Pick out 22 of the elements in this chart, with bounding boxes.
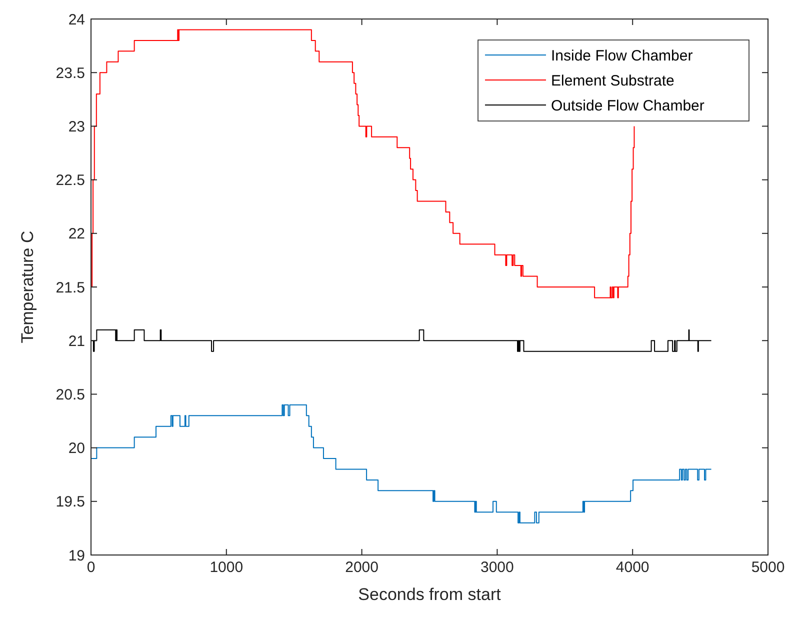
legend-label: Inside Flow Chamber bbox=[551, 47, 693, 64]
y-tick-label: 21.5 bbox=[56, 279, 85, 296]
y-axis-title: Temperature C bbox=[18, 230, 37, 344]
y-tick-label: 20 bbox=[68, 440, 85, 458]
y-tick-label: 24 bbox=[68, 11, 85, 28]
y-tick-label: 22 bbox=[68, 226, 85, 243]
y-tick-label: 22.5 bbox=[56, 172, 85, 190]
legend-label: Element Substrate bbox=[551, 72, 674, 90]
y-tick-label: 23.5 bbox=[56, 64, 85, 82]
x-tick-label: 0 bbox=[86, 559, 96, 576]
y-tick-label: 21 bbox=[68, 332, 85, 350]
x-tick-label: 4000 bbox=[616, 559, 650, 576]
y-tick-label: 20.5 bbox=[56, 386, 85, 404]
x-tick-label: 5000 bbox=[751, 559, 785, 576]
y-tick-label: 19.5 bbox=[56, 494, 85, 511]
y-tick-label: 23 bbox=[68, 118, 85, 136]
x-axis-title: Seconds from start bbox=[358, 585, 502, 604]
x-tick-label: 1000 bbox=[210, 559, 244, 576]
y-tick-label: 19 bbox=[68, 547, 85, 564]
legend-label: Outside Flow Chamber bbox=[551, 97, 704, 114]
x-tick-label: 3000 bbox=[480, 559, 514, 576]
x-tick-label: 2000 bbox=[345, 559, 378, 576]
